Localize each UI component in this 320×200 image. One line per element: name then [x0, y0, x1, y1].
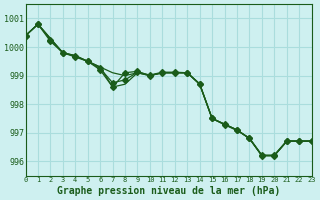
X-axis label: Graphe pression niveau de la mer (hPa): Graphe pression niveau de la mer (hPa) [57, 186, 280, 196]
